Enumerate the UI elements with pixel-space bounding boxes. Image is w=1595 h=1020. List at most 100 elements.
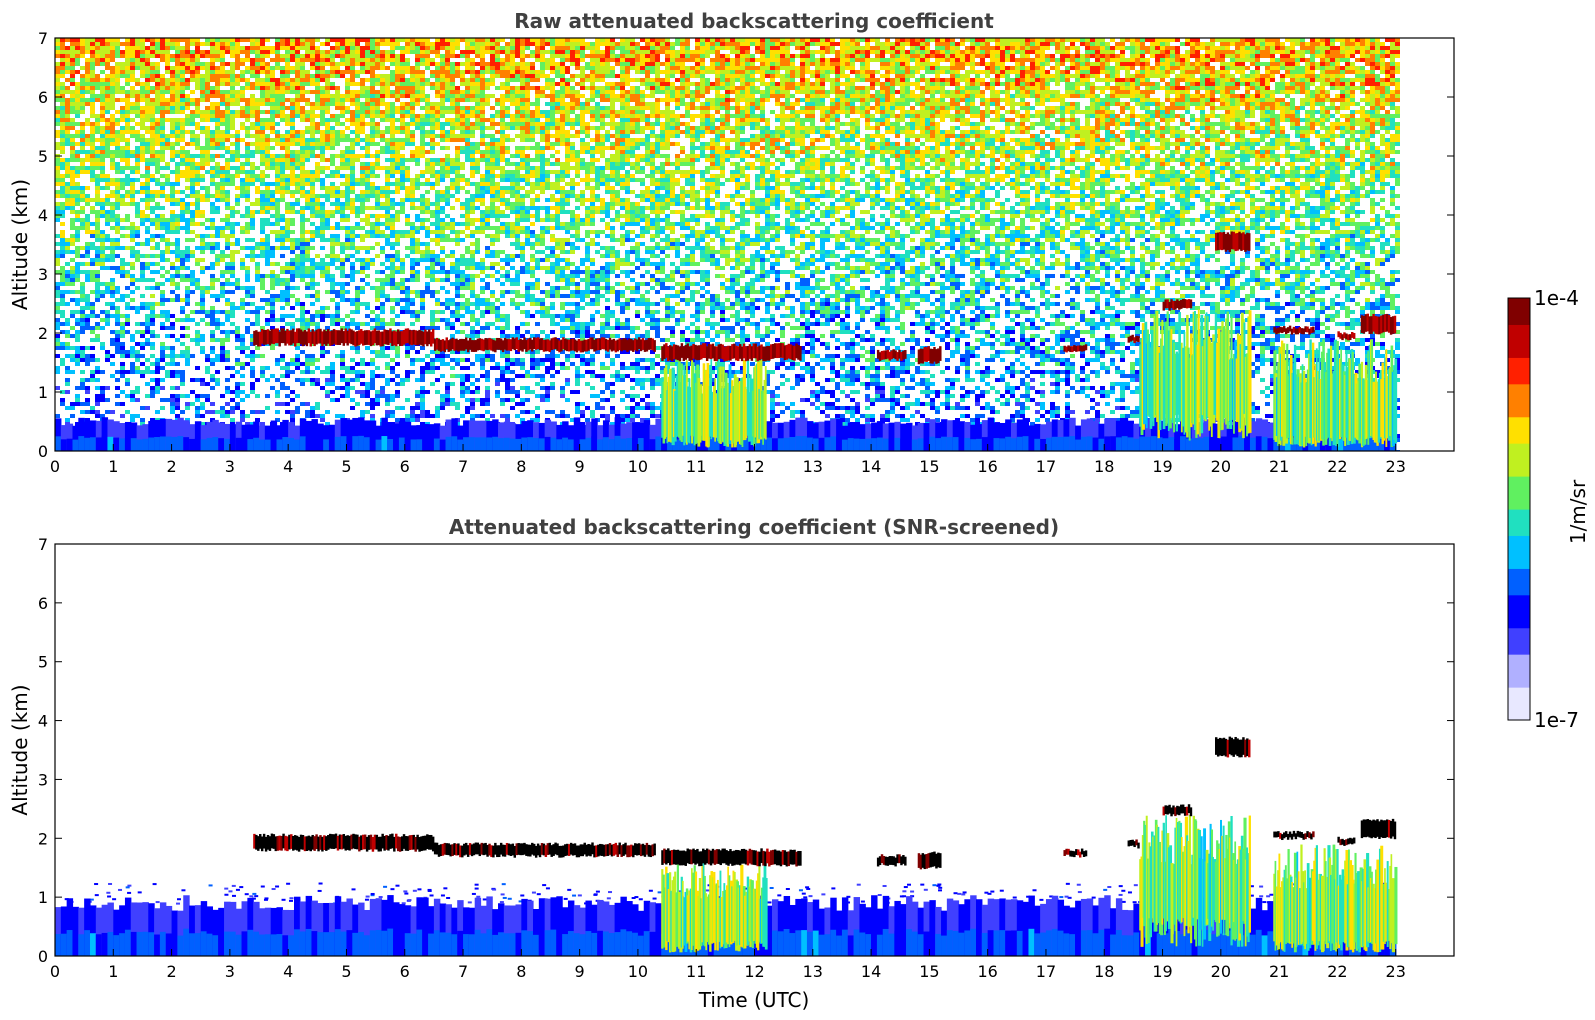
noise-cell — [60, 102, 65, 106]
noise-cell — [935, 102, 940, 106]
noise-cell — [735, 66, 740, 70]
noise-cell — [805, 86, 810, 90]
noise-cell — [1010, 42, 1015, 46]
noise-cell — [890, 66, 895, 70]
noise-cell — [835, 110, 840, 114]
noise-cell — [945, 82, 950, 86]
noise-cell — [575, 58, 580, 62]
noise-cell — [565, 86, 570, 90]
noise-cell — [540, 50, 545, 54]
noise-cell — [130, 50, 135, 54]
noise-cell — [100, 78, 105, 82]
noise-cell — [670, 46, 675, 50]
noise-cell — [315, 78, 320, 82]
noise-cell — [880, 46, 885, 50]
noise-cell — [200, 110, 205, 114]
noise-cell — [1130, 118, 1135, 122]
noise-cell — [265, 122, 270, 126]
noise-cell — [855, 70, 860, 74]
noise-cell — [270, 74, 275, 78]
noise-cell — [450, 70, 455, 74]
noise-cell — [1090, 54, 1095, 58]
noise-cell — [855, 54, 860, 58]
noise-cell — [1100, 114, 1105, 118]
noise-cell — [805, 102, 810, 106]
noise-cell — [955, 58, 960, 62]
noise-cell — [1090, 102, 1095, 106]
noise-cell — [65, 78, 70, 82]
noise-cell — [335, 114, 340, 118]
noise-cell — [1175, 102, 1180, 106]
noise-cell — [395, 38, 400, 42]
noise-cell — [1190, 78, 1195, 82]
noise-cell — [570, 46, 575, 50]
noise-cell — [1255, 66, 1260, 70]
noise-cell — [455, 102, 460, 106]
noise-cell — [715, 118, 720, 122]
noise-cell — [1030, 122, 1035, 126]
noise-cell — [115, 90, 120, 94]
noise-cell — [955, 82, 960, 86]
noise-cell — [630, 90, 635, 94]
noise-cell — [745, 38, 750, 42]
noise-cell — [185, 106, 190, 110]
noise-cell — [665, 122, 670, 126]
noise-cell — [370, 74, 375, 78]
noise-cell — [1260, 50, 1265, 54]
noise-cell — [325, 42, 330, 46]
noise-cell — [775, 74, 780, 78]
noise-cell — [875, 98, 880, 102]
noise-cell — [450, 38, 455, 42]
noise-cell — [775, 42, 780, 46]
noise-cell — [1340, 38, 1345, 42]
noise-cell — [1140, 70, 1145, 74]
noise-cell — [1170, 106, 1175, 110]
noise-cell — [1005, 82, 1010, 86]
noise-cell — [520, 50, 525, 54]
noise-cell — [285, 70, 290, 74]
noise-cell — [165, 98, 170, 102]
noise-cell — [1250, 98, 1255, 102]
noise-cell — [380, 50, 385, 54]
noise-cell — [110, 50, 115, 54]
noise-cell — [540, 90, 545, 94]
noise-cell — [700, 54, 705, 58]
noise-cell — [480, 50, 485, 54]
noise-cell — [140, 106, 145, 110]
noise-cell — [475, 82, 480, 86]
noise-cell — [405, 106, 410, 110]
noise-cell — [230, 98, 235, 102]
noise-cell — [230, 70, 235, 74]
noise-cell — [1185, 110, 1190, 114]
noise-cell — [1195, 78, 1200, 82]
noise-cell — [890, 94, 895, 98]
noise-cell — [430, 110, 435, 114]
noise-cell — [1050, 58, 1055, 62]
noise-cell — [75, 94, 80, 98]
noise-cell — [1290, 50, 1295, 54]
noise-cell — [1055, 78, 1060, 82]
noise-cell — [1055, 42, 1060, 46]
noise-cell — [1310, 98, 1315, 102]
noise-cell — [490, 114, 495, 118]
noise-cell — [930, 98, 935, 102]
noise-cell — [300, 98, 305, 102]
noise-cell — [780, 118, 785, 122]
noise-cell — [980, 118, 985, 122]
noise-cell — [75, 86, 80, 90]
noise-cell — [220, 58, 225, 62]
noise-cell — [805, 62, 810, 66]
noise-cell — [915, 98, 920, 102]
noise-cell — [410, 86, 415, 90]
noise-cell — [720, 54, 725, 58]
noise-cell — [340, 58, 345, 62]
noise-cell — [1360, 54, 1365, 58]
noise-cell — [110, 118, 115, 122]
noise-cell — [1265, 74, 1270, 78]
noise-cell — [395, 118, 400, 122]
noise-cell — [1375, 74, 1380, 78]
noise-cell — [1035, 58, 1040, 62]
noise-cell — [1335, 54, 1340, 58]
noise-cell — [325, 118, 330, 122]
noise-cell — [385, 78, 390, 82]
